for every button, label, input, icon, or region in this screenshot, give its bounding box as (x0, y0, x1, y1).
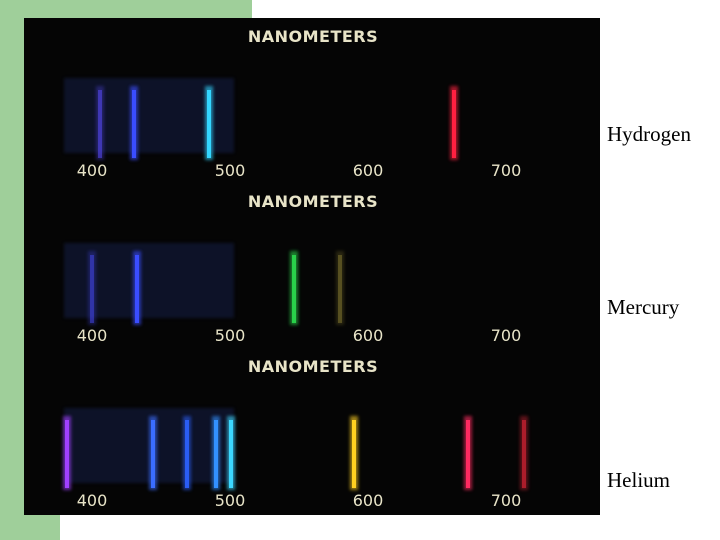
emission-line (522, 420, 526, 488)
emission-line (98, 90, 102, 158)
scale-label: 500 (215, 326, 246, 345)
scale-label: 700 (491, 161, 522, 180)
scale-label: 500 (215, 491, 246, 510)
scale-label: 700 (491, 326, 522, 345)
emission-line (207, 90, 211, 158)
emission-line (229, 420, 233, 488)
emission-line (185, 420, 189, 488)
emission-line (352, 420, 356, 488)
element-label: Hydrogen (607, 122, 691, 146)
green-band (0, 0, 24, 540)
scale-label: 500 (215, 161, 246, 180)
scale-title: NANOMETERS (248, 27, 378, 46)
emission-line (452, 90, 456, 158)
scale-label: 600 (353, 161, 384, 180)
emission-line (292, 255, 296, 323)
emission-line (65, 420, 69, 488)
emission-glow (88, 251, 96, 325)
element-label: Helium (607, 468, 670, 492)
scale-label: 700 (491, 491, 522, 510)
spectra-photo: NANOMETERS 400 500 600 700 NANOMETERS 400 500 60… (24, 18, 600, 515)
emission-line (135, 255, 139, 323)
scale-title: NANOMETERS (248, 357, 378, 376)
emission-line (214, 420, 218, 488)
emission-line (90, 255, 94, 323)
emission-line (151, 420, 155, 488)
scale-label: 600 (353, 326, 384, 345)
emission-line (132, 90, 136, 158)
emission-glow (336, 251, 344, 325)
emission-line (466, 420, 470, 488)
scale-label: 400 (77, 326, 108, 345)
scale-label: 400 (77, 491, 108, 510)
scale-label: 400 (77, 161, 108, 180)
scale-label: 600 (353, 491, 384, 510)
scale-title: NANOMETERS (248, 192, 378, 211)
element-label: Mercury (607, 295, 680, 319)
emission-line (338, 255, 342, 323)
green-band (0, 0, 252, 18)
